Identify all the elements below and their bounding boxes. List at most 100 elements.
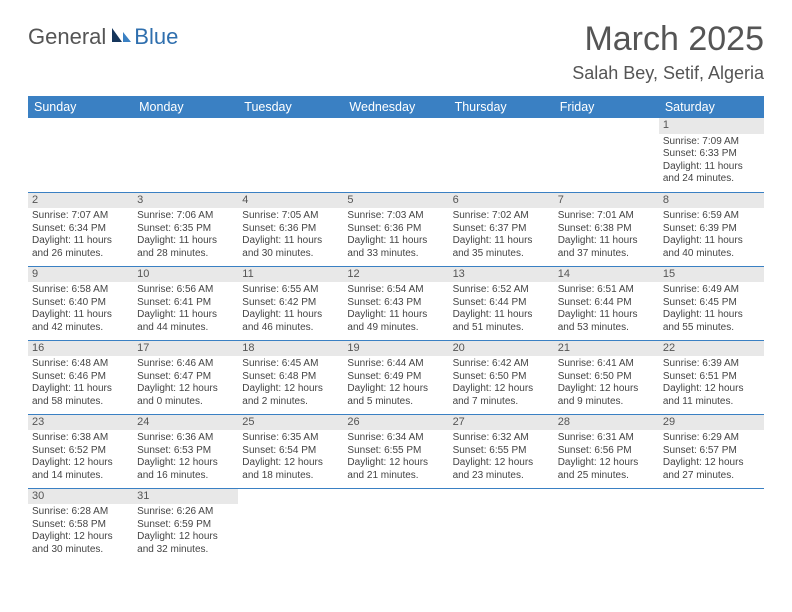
calendar-cell-empty [238, 118, 343, 192]
sunset-text: Sunset: 6:55 PM [453, 445, 550, 458]
logo: General Blue [28, 24, 178, 50]
calendar-cell-7: 7Sunrise: 7:01 AMSunset: 6:38 PMDaylight… [554, 192, 659, 266]
day-number: 6 [449, 193, 554, 209]
sunrise-text: Sunrise: 6:58 AM [32, 284, 129, 297]
sunrise-text: Sunrise: 6:55 AM [242, 284, 339, 297]
calendar-cell-4: 4Sunrise: 7:05 AMSunset: 6:36 PMDaylight… [238, 192, 343, 266]
sunrise-text: Sunrise: 6:45 AM [242, 358, 339, 371]
sunset-text: Sunset: 6:45 PM [663, 297, 760, 310]
day-number: 3 [133, 193, 238, 209]
calendar-cell-empty [133, 118, 238, 192]
calendar-table: SundayMondayTuesdayWednesdayThursdayFrid… [28, 96, 764, 562]
daylight-text: Daylight: 11 hours and 35 minutes. [453, 235, 550, 260]
sunset-text: Sunset: 6:58 PM [32, 519, 129, 532]
location-subtitle: Salah Bey, Setif, Algeria [572, 63, 764, 84]
sunset-text: Sunset: 6:37 PM [453, 223, 550, 236]
day-number: 2 [28, 193, 133, 209]
daylight-text: Daylight: 11 hours and 49 minutes. [347, 309, 444, 334]
sunset-text: Sunset: 6:54 PM [242, 445, 339, 458]
calendar-cell-6: 6Sunrise: 7:02 AMSunset: 6:37 PMDaylight… [449, 192, 554, 266]
day-number: 14 [554, 267, 659, 283]
sunrise-text: Sunrise: 6:38 AM [32, 432, 129, 445]
calendar-cell-1: 1Sunrise: 7:09 AMSunset: 6:33 PMDaylight… [659, 118, 764, 192]
sunset-text: Sunset: 6:44 PM [453, 297, 550, 310]
day-number: 1 [659, 118, 764, 134]
daylight-text: Daylight: 12 hours and 27 minutes. [663, 457, 760, 482]
daylight-text: Daylight: 11 hours and 42 minutes. [32, 309, 129, 334]
logo-text-blue: Blue [134, 24, 178, 50]
day-header-saturday: Saturday [659, 96, 764, 118]
sunrise-text: Sunrise: 6:31 AM [558, 432, 655, 445]
sunset-text: Sunset: 6:33 PM [663, 148, 760, 161]
day-number: 18 [238, 341, 343, 357]
sunrise-text: Sunrise: 6:59 AM [663, 210, 760, 223]
daylight-text: Daylight: 11 hours and 40 minutes. [663, 235, 760, 260]
daylight-text: Daylight: 11 hours and 24 minutes. [663, 161, 760, 186]
daylight-text: Daylight: 12 hours and 30 minutes. [32, 531, 129, 556]
calendar-cell-15: 15Sunrise: 6:49 AMSunset: 6:45 PMDayligh… [659, 266, 764, 340]
calendar-cell-26: 26Sunrise: 6:34 AMSunset: 6:55 PMDayligh… [343, 414, 448, 488]
calendar-cell-empty [343, 118, 448, 192]
day-header-friday: Friday [554, 96, 659, 118]
calendar-week: 1Sunrise: 7:09 AMSunset: 6:33 PMDaylight… [28, 118, 764, 192]
daylight-text: Daylight: 12 hours and 25 minutes. [558, 457, 655, 482]
daylight-text: Daylight: 11 hours and 30 minutes. [242, 235, 339, 260]
daylight-text: Daylight: 11 hours and 53 minutes. [558, 309, 655, 334]
sunset-text: Sunset: 6:41 PM [137, 297, 234, 310]
sunrise-text: Sunrise: 6:49 AM [663, 284, 760, 297]
day-number: 20 [449, 341, 554, 357]
calendar-cell-empty [554, 488, 659, 562]
daylight-text: Daylight: 11 hours and 46 minutes. [242, 309, 339, 334]
sunrise-text: Sunrise: 6:26 AM [137, 506, 234, 519]
sunrise-text: Sunrise: 6:28 AM [32, 506, 129, 519]
sunset-text: Sunset: 6:38 PM [558, 223, 655, 236]
sunrise-text: Sunrise: 6:56 AM [137, 284, 234, 297]
daylight-text: Daylight: 12 hours and 21 minutes. [347, 457, 444, 482]
sunrise-text: Sunrise: 6:48 AM [32, 358, 129, 371]
day-number: 19 [343, 341, 448, 357]
calendar-cell-29: 29Sunrise: 6:29 AMSunset: 6:57 PMDayligh… [659, 414, 764, 488]
calendar-cell-28: 28Sunrise: 6:31 AMSunset: 6:56 PMDayligh… [554, 414, 659, 488]
day-header-sunday: Sunday [28, 96, 133, 118]
sunrise-text: Sunrise: 7:05 AM [242, 210, 339, 223]
day-number: 4 [238, 193, 343, 209]
sunset-text: Sunset: 6:35 PM [137, 223, 234, 236]
calendar-body: 1Sunrise: 7:09 AMSunset: 6:33 PMDaylight… [28, 118, 764, 562]
calendar-cell-27: 27Sunrise: 6:32 AMSunset: 6:55 PMDayligh… [449, 414, 554, 488]
day-header-monday: Monday [133, 96, 238, 118]
sunset-text: Sunset: 6:43 PM [347, 297, 444, 310]
calendar-cell-5: 5Sunrise: 7:03 AMSunset: 6:36 PMDaylight… [343, 192, 448, 266]
calendar-cell-16: 16Sunrise: 6:48 AMSunset: 6:46 PMDayligh… [28, 340, 133, 414]
sunset-text: Sunset: 6:44 PM [558, 297, 655, 310]
daylight-text: Daylight: 12 hours and 5 minutes. [347, 383, 444, 408]
calendar-cell-2: 2Sunrise: 7:07 AMSunset: 6:34 PMDaylight… [28, 192, 133, 266]
day-number: 29 [659, 415, 764, 431]
daylight-text: Daylight: 12 hours and 9 minutes. [558, 383, 655, 408]
daylight-text: Daylight: 11 hours and 55 minutes. [663, 309, 760, 334]
calendar-cell-8: 8Sunrise: 6:59 AMSunset: 6:39 PMDaylight… [659, 192, 764, 266]
sunset-text: Sunset: 6:53 PM [137, 445, 234, 458]
sunset-text: Sunset: 6:48 PM [242, 371, 339, 384]
calendar-cell-19: 19Sunrise: 6:44 AMSunset: 6:49 PMDayligh… [343, 340, 448, 414]
calendar-cell-18: 18Sunrise: 6:45 AMSunset: 6:48 PMDayligh… [238, 340, 343, 414]
day-header-wednesday: Wednesday [343, 96, 448, 118]
sunset-text: Sunset: 6:42 PM [242, 297, 339, 310]
day-number: 12 [343, 267, 448, 283]
calendar-cell-empty [28, 118, 133, 192]
calendar-cell-20: 20Sunrise: 6:42 AMSunset: 6:50 PMDayligh… [449, 340, 554, 414]
calendar-week: 16Sunrise: 6:48 AMSunset: 6:46 PMDayligh… [28, 340, 764, 414]
header: General Blue March 2025 Salah Bey, Setif… [28, 20, 764, 84]
sunset-text: Sunset: 6:49 PM [347, 371, 444, 384]
calendar-week: 9Sunrise: 6:58 AMSunset: 6:40 PMDaylight… [28, 266, 764, 340]
day-number: 27 [449, 415, 554, 431]
calendar-cell-12: 12Sunrise: 6:54 AMSunset: 6:43 PMDayligh… [343, 266, 448, 340]
sunset-text: Sunset: 6:46 PM [32, 371, 129, 384]
day-number: 10 [133, 267, 238, 283]
daylight-text: Daylight: 11 hours and 44 minutes. [137, 309, 234, 334]
sunset-text: Sunset: 6:50 PM [453, 371, 550, 384]
day-number: 28 [554, 415, 659, 431]
day-number: 5 [343, 193, 448, 209]
sunset-text: Sunset: 6:59 PM [137, 519, 234, 532]
calendar-cell-empty [343, 488, 448, 562]
daylight-text: Daylight: 11 hours and 51 minutes. [453, 309, 550, 334]
